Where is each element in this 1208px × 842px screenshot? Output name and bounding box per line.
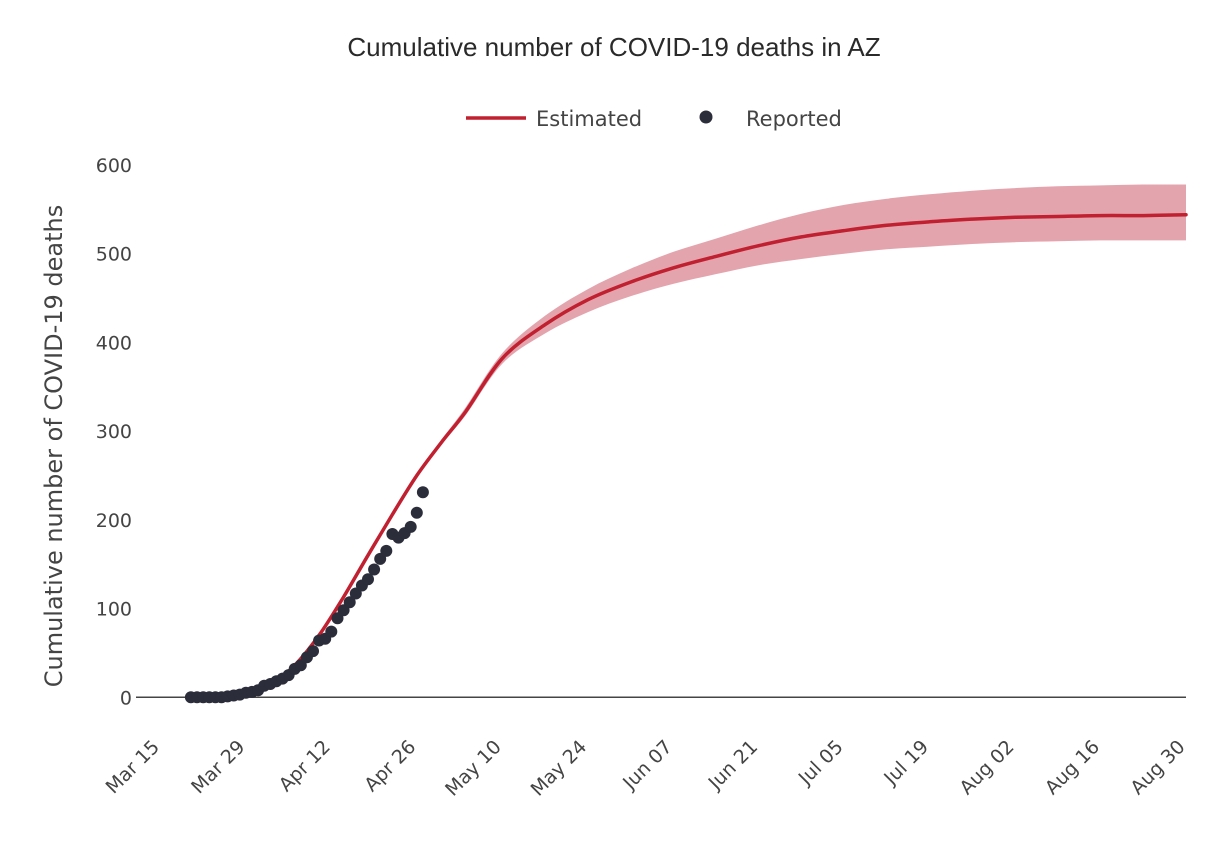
reported-point [307,645,319,658]
y-tick-label: 300 [96,421,132,443]
x-tick-label: Jul 19 [879,736,933,790]
x-tick-label: May 10 [441,736,506,801]
x-tick-label: Mar 15 [102,736,164,798]
legend-reported-swatch [699,110,713,124]
reported-point [410,506,423,519]
estimated-uncertainty-band [190,184,1186,698]
legend-estimated-label: Estimated [536,107,642,131]
x-tick-label: Jun 21 [704,736,763,795]
y-tick-label: 0 [120,687,132,709]
x-tick-label: May 24 [527,736,592,801]
x-tick-label: Jul 05 [794,736,848,790]
y-tick-label: 600 [96,155,132,177]
reported-point [362,573,374,586]
y-tick-label: 400 [96,332,132,354]
reported-point [380,544,393,557]
y-tick-label: 100 [96,599,132,621]
x-tick-label: Apr 12 [275,736,335,796]
y-axis-label: Cumulative number of COVID-19 deaths [40,205,68,688]
reported-markers [184,486,429,704]
y-axis-ticks: 0 100 200 300 400 500 600 [96,155,132,709]
reported-point [325,625,338,638]
reported-point [404,520,417,533]
y-tick-label: 200 [96,510,132,532]
legend-reported-label: Reported [746,107,842,131]
x-tick-label: Aug 02 [955,736,1018,799]
x-tick-label: Aug 30 [1126,736,1189,799]
legend[interactable]: Estimated Reported [466,107,842,131]
reported-point [343,596,356,609]
x-tick-label: Apr 26 [360,736,420,796]
x-tick-label: Mar 29 [187,736,249,798]
chart-title: Cumulative number of COVID-19 deaths in … [347,32,880,62]
y-tick-label: 500 [96,244,132,266]
x-tick-label: Aug 16 [1041,736,1104,799]
x-axis-ticks: Mar 15 Mar 29 Apr 12 Apr 26 May 10 May 24 Jun … [102,736,1190,801]
x-tick-label: Jun 07 [618,736,677,795]
estimated-line [189,212,1188,700]
reported-point [416,486,429,499]
reported-point [368,563,381,576]
